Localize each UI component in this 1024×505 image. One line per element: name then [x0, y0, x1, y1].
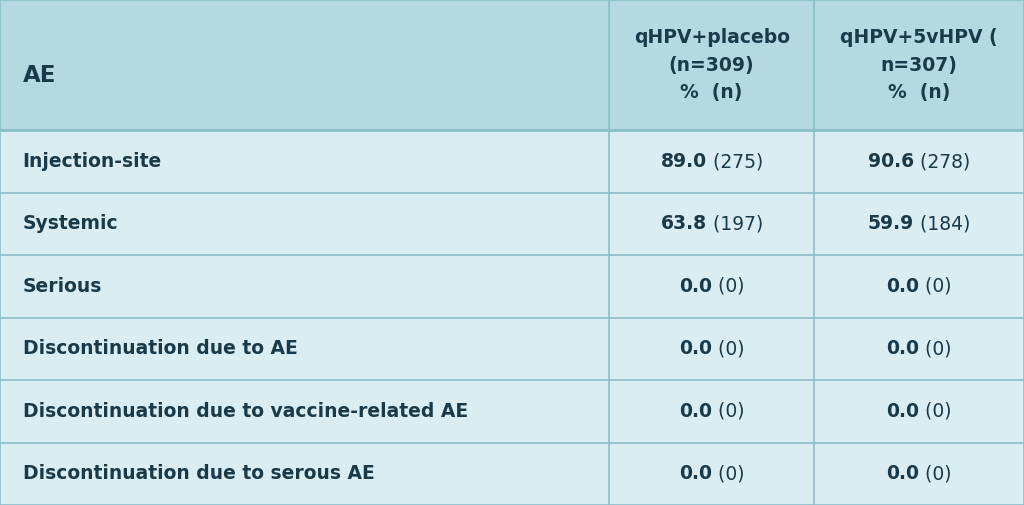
Text: (0): (0) [712, 402, 744, 421]
Text: Discontinuation due to AE: Discontinuation due to AE [23, 339, 297, 359]
Text: (0): (0) [712, 277, 744, 296]
FancyBboxPatch shape [0, 255, 1024, 318]
Text: Serious: Serious [23, 277, 102, 296]
Text: AE: AE [23, 64, 56, 87]
Text: (184): (184) [914, 215, 971, 233]
Text: (0): (0) [920, 277, 951, 296]
Text: Discontinuation due to serous AE: Discontinuation due to serous AE [23, 464, 375, 483]
Text: 0.0: 0.0 [679, 464, 712, 483]
Text: 0.0: 0.0 [887, 277, 920, 296]
Text: 0.0: 0.0 [679, 339, 712, 359]
Text: qHPV+5vHPV (
n=307)
%  (n): qHPV+5vHPV ( n=307) % (n) [841, 28, 997, 102]
Text: Discontinuation due to vaccine-related AE: Discontinuation due to vaccine-related A… [23, 402, 468, 421]
Text: (0): (0) [920, 339, 951, 359]
Text: 0.0: 0.0 [679, 402, 712, 421]
Text: 59.9: 59.9 [867, 215, 914, 233]
Text: Systemic: Systemic [23, 215, 118, 233]
Text: Injection-site: Injection-site [23, 152, 162, 171]
Text: 63.8: 63.8 [660, 215, 707, 233]
Text: 90.6: 90.6 [868, 152, 914, 171]
FancyBboxPatch shape [0, 442, 1024, 505]
Text: (0): (0) [920, 402, 951, 421]
Text: (0): (0) [712, 464, 744, 483]
Text: qHPV+placebo
(n=309)
%  (n): qHPV+placebo (n=309) % (n) [634, 28, 790, 102]
FancyBboxPatch shape [0, 130, 1024, 193]
Text: (278): (278) [914, 152, 970, 171]
Text: 0.0: 0.0 [887, 464, 920, 483]
Text: (275): (275) [707, 152, 763, 171]
Text: (0): (0) [712, 339, 744, 359]
Text: (0): (0) [920, 464, 951, 483]
FancyBboxPatch shape [0, 380, 1024, 442]
FancyBboxPatch shape [0, 193, 1024, 255]
FancyBboxPatch shape [0, 318, 1024, 380]
Text: 0.0: 0.0 [679, 277, 712, 296]
FancyBboxPatch shape [0, 0, 1024, 130]
Text: (197): (197) [707, 215, 763, 233]
Text: 0.0: 0.0 [887, 402, 920, 421]
Text: 0.0: 0.0 [887, 339, 920, 359]
Text: 89.0: 89.0 [660, 152, 707, 171]
